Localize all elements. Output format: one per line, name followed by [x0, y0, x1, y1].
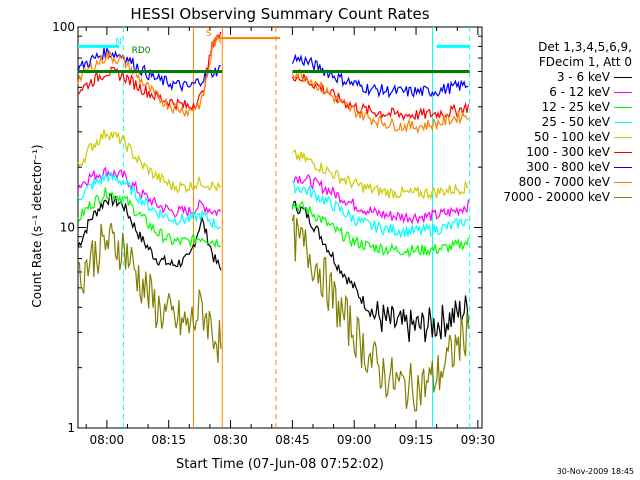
series-line-3-6-kev [291, 200, 469, 343]
x-tick-label: 08:00 [90, 433, 125, 447]
legend-label: 3 - 6 keV [556, 70, 610, 84]
series-line-25-50-kev [292, 180, 469, 239]
series-line-12-25-kev [77, 187, 222, 249]
legend-entry: 7000 - 20000 keV [503, 190, 632, 205]
series-line-50-100-kev [292, 149, 469, 200]
legend-swatch [614, 122, 632, 123]
legend-entry: 25 - 50 keV [503, 115, 632, 130]
legend-entry: 300 - 800 keV [503, 160, 632, 175]
legend-entry: 50 - 100 keV [503, 130, 632, 145]
x-tick-label: 09:15 [399, 433, 434, 447]
x-axis-label: Start Time (07-Jun-08 07:52:02) [176, 457, 384, 472]
y-tick-label: 100 [52, 20, 75, 34]
legend-label: 25 - 50 keV [541, 115, 610, 129]
legend-header-line-1: Det 1,3,4,5,6,9, [538, 40, 632, 54]
legend-header-line-2: FDecim 1, Att 0 [538, 55, 632, 69]
x-tick-label: 08:45 [275, 433, 310, 447]
plot-frame [77, 26, 483, 429]
series-line-25-50-kev [77, 171, 222, 230]
legend-swatch [614, 182, 632, 183]
legend-swatch [614, 152, 632, 153]
legend-entry: 6 - 12 keV [503, 85, 632, 100]
legend-entry: 12 - 25 keV [503, 100, 632, 115]
series-line-100-300-kev [291, 73, 469, 122]
legend-swatch [614, 197, 632, 198]
legend-entries: 3 - 6 keV 6 - 12 keV 12 - 25 keV 25 - 50 ke… [503, 70, 632, 205]
annotation-label: S [206, 29, 212, 39]
legend-label: 12 - 25 keV [541, 100, 610, 114]
annotation-label: N [115, 37, 122, 47]
x-tick-label: 08:30 [213, 433, 248, 447]
series-line-6-12-kev [291, 173, 469, 225]
legend-swatch [614, 107, 632, 108]
footer-timestamp: 30-Nov-2009 18:45 [556, 467, 634, 476]
legend-label: 50 - 100 keV [533, 130, 610, 144]
legend: Det 1,3,4,5,6,9, FDecim 1, Att 0 3 - 6 k… [503, 40, 632, 205]
legend-label: 300 - 800 keV [526, 160, 610, 174]
legend-label: 800 - 7000 keV [518, 175, 610, 189]
series-line-7000-20000-kev [77, 222, 222, 363]
legend-swatch [614, 92, 632, 93]
y-tick-label: 10 [60, 221, 75, 235]
legend-entry: 100 - 300 keV [503, 145, 632, 160]
legend-swatch [614, 77, 632, 78]
legend-label: 6 - 12 keV [549, 85, 610, 99]
series-line-7000-20000-kev [291, 214, 469, 412]
series-line-12-25-kev [291, 201, 469, 258]
annotation-label: RD0 [132, 46, 151, 56]
legend-entry: 3 - 6 keV [503, 70, 632, 85]
legend-swatch [614, 137, 632, 138]
series-line-800-7000-kev [291, 68, 469, 135]
series-line-800-7000-kev [77, 34, 222, 118]
x-tick-label: 09:30 [461, 433, 496, 447]
legend-swatch [614, 167, 632, 168]
legend-label: 100 - 300 keV [526, 145, 610, 159]
series-line-300-800-kev [291, 53, 469, 99]
series-line-50-100-kev [77, 129, 222, 194]
legend-entry: 800 - 7000 keV [503, 175, 632, 190]
chart-title: HESSI Observing Summary Count Rates [130, 5, 429, 23]
legend-label: 7000 - 20000 keV [503, 190, 610, 204]
plot-area: 1 10 100 08:00 08:15 08:30 08:45 09:00 09:15 09:3… [52, 20, 495, 447]
y-axis-label: Count Rate (s⁻¹ detector⁻¹) [30, 144, 44, 307]
x-tick-label: 08:15 [151, 433, 186, 447]
series-line-3-6-kev [77, 193, 222, 271]
y-tick-label: 1 [67, 421, 75, 435]
x-tick-label: 09:00 [337, 433, 372, 447]
